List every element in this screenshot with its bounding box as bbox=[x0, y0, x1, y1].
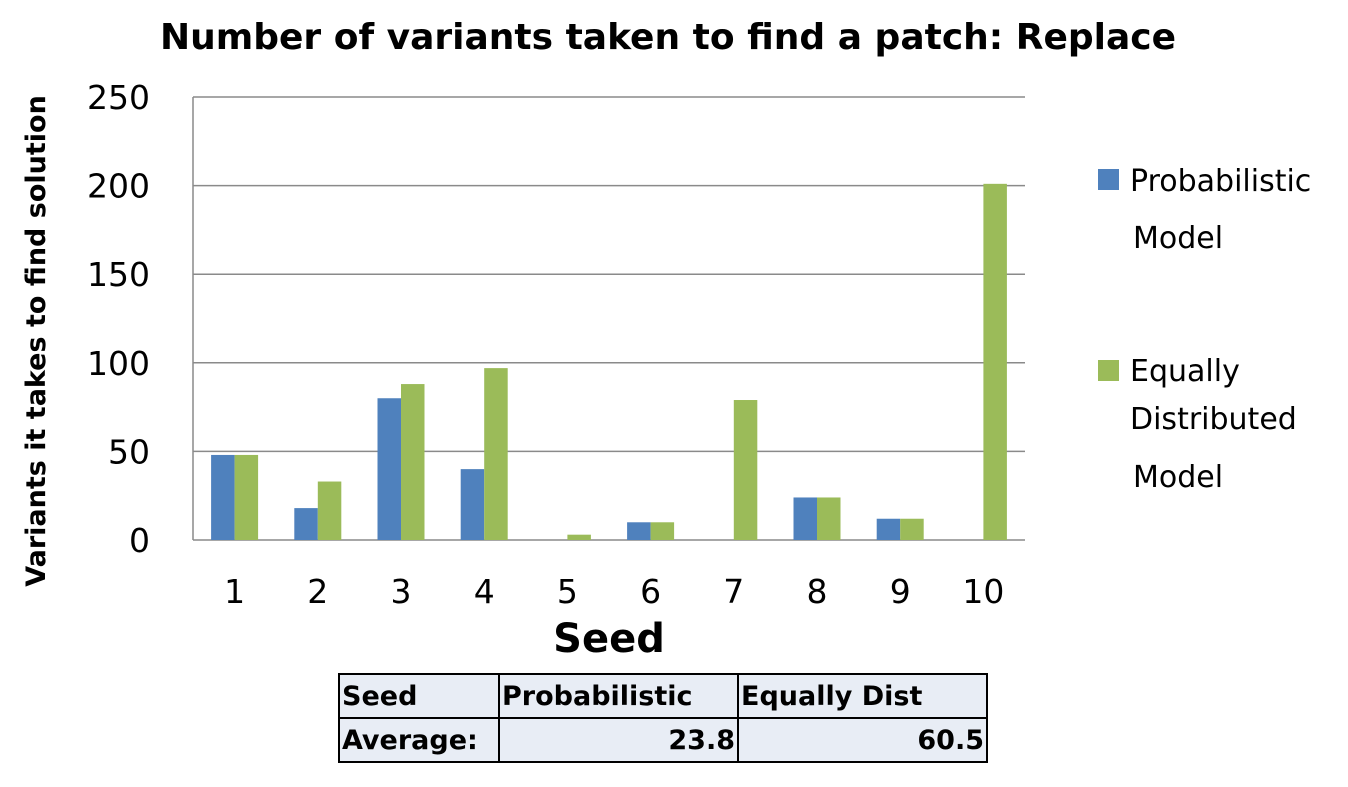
bars bbox=[211, 183, 1007, 540]
bar bbox=[733, 400, 758, 540]
bar bbox=[793, 497, 817, 540]
y-tick-label: 250 bbox=[87, 78, 150, 117]
header-seed: Seed bbox=[338, 673, 500, 719]
bar bbox=[317, 481, 342, 540]
legend-label: Equally bbox=[1130, 354, 1240, 389]
table-row-average: Average: 23.8 60.5 bbox=[338, 717, 988, 763]
legend: Probabilistic Model Equally Distributed Mode… bbox=[1098, 164, 1311, 495]
x-tick-label: 4 bbox=[474, 572, 495, 611]
legend-label: Model bbox=[1133, 221, 1223, 256]
bar bbox=[983, 183, 1007, 540]
bar bbox=[211, 454, 235, 540]
bar bbox=[460, 469, 485, 540]
x-tick-label: 9 bbox=[890, 572, 911, 611]
y-tick-label: 100 bbox=[87, 344, 150, 383]
legend-label: Model bbox=[1133, 460, 1223, 495]
bar bbox=[900, 518, 924, 540]
bar bbox=[377, 398, 401, 540]
bar bbox=[627, 522, 651, 540]
y-tick-label: 0 bbox=[129, 521, 150, 560]
x-tick-label: 5 bbox=[557, 572, 578, 611]
y-tick-label: 50 bbox=[108, 432, 150, 471]
x-tick-label: 7 bbox=[723, 572, 744, 611]
x-tick-label: 6 bbox=[640, 572, 661, 611]
legend-swatch bbox=[1098, 169, 1119, 190]
summary-table: Seed Probabilistic Equally Dist Average:… bbox=[338, 673, 988, 763]
bar bbox=[234, 454, 259, 540]
y-tick-labels: 0 50 100 150 200 250 bbox=[87, 78, 150, 560]
x-tick-label: 3 bbox=[391, 572, 412, 611]
legend-label: Probabilistic bbox=[1130, 164, 1311, 199]
gridlines bbox=[192, 96, 1025, 541]
y-tick-label: 150 bbox=[87, 255, 150, 294]
y-axis-label: Variants it takes to find solution bbox=[21, 95, 52, 587]
bar bbox=[650, 522, 675, 540]
bar-chart: Number of variants taken to find a patch… bbox=[21, 17, 1311, 662]
y-tick-label: 200 bbox=[87, 167, 150, 206]
chart-title: Number of variants taken to find a patch… bbox=[160, 17, 1176, 58]
x-tick-label: 1 bbox=[224, 572, 245, 611]
average-label: Average: bbox=[338, 717, 500, 763]
bar bbox=[401, 384, 425, 540]
x-tick-label: 8 bbox=[807, 572, 828, 611]
bar bbox=[484, 368, 508, 540]
bar bbox=[876, 518, 901, 540]
average-probabilistic: 23.8 bbox=[498, 717, 739, 763]
table-header-row: Seed Probabilistic Equally Dist bbox=[338, 673, 988, 719]
x-tick-labels: 1 2 3 4 5 6 7 8 9 10 bbox=[224, 572, 1004, 611]
bar bbox=[567, 534, 591, 540]
bar bbox=[817, 497, 841, 540]
x-axis-label: Seed bbox=[553, 616, 665, 662]
header-equally-dist: Equally Dist bbox=[737, 673, 988, 719]
legend-swatch bbox=[1098, 360, 1119, 381]
x-tick-label: 2 bbox=[307, 572, 328, 611]
header-probabilistic: Probabilistic bbox=[498, 673, 739, 719]
x-tick-label: 10 bbox=[962, 572, 1004, 611]
average-equally-dist: 60.5 bbox=[737, 717, 988, 763]
bar bbox=[294, 508, 318, 540]
legend-label: Distributed bbox=[1130, 402, 1297, 437]
